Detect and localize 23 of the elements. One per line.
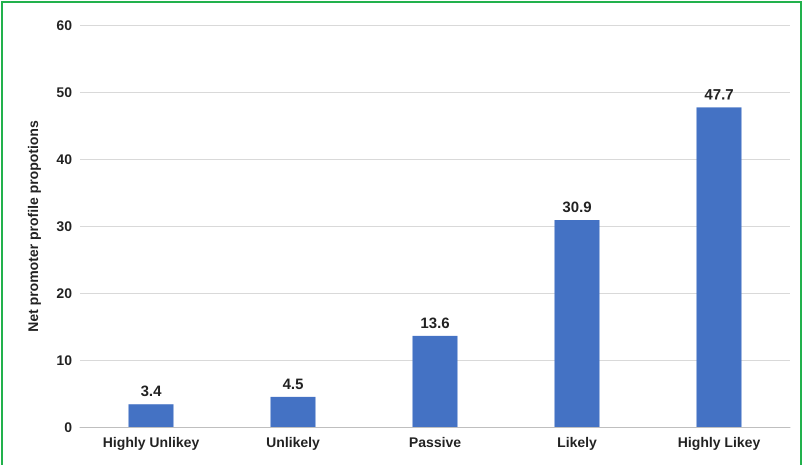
data-label: 30.9 [562, 198, 592, 216]
bar [128, 404, 174, 427]
bar [270, 396, 316, 427]
x-tick-label: Highly Unlikey [102, 434, 200, 450]
x-tick-label: Passive [408, 434, 462, 450]
bar [696, 107, 742, 427]
x-tick-label: Highly Likey [678, 434, 760, 450]
y-tick-label: 50 [56, 84, 72, 100]
x-tick-label: Unlikely [266, 434, 320, 450]
bar [412, 336, 458, 427]
data-label: 4.5 [282, 376, 304, 393]
y-tick-label: 10 [56, 352, 72, 368]
bar [554, 220, 600, 427]
y-tick-label: 40 [56, 151, 72, 167]
y-tick-label: 30 [56, 218, 72, 234]
x-tick-label: Likely [557, 434, 598, 450]
y-tick-label: 0 [64, 419, 72, 435]
y-axis-title: Net promoter profile propotions [25, 120, 41, 332]
data-label: 47.7 [704, 86, 734, 104]
y-tick-label: 60 [56, 17, 72, 33]
data-label: 13.6 [420, 314, 450, 332]
data-label: 3.4 [140, 383, 162, 400]
y-tick-label: 20 [56, 285, 72, 301]
